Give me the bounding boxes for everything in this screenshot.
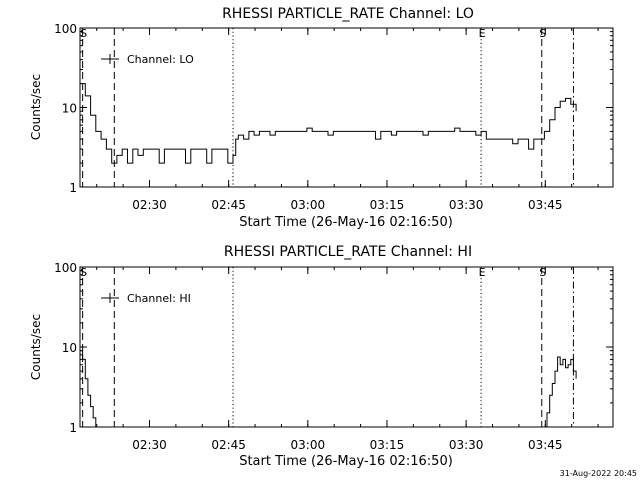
hi-x-tick-label: 02:30 [132,438,167,452]
hi-x-tick-label: 03:15 [370,438,405,452]
lo-x-tick-label: 03:45 [528,198,563,212]
hi-chart-title: RHESSI PARTICLE_RATE Channel: HI [224,244,472,260]
lo-series-line [80,83,577,164]
lo-legend-label: Channel: LO [127,53,194,66]
hi-x-tick-label: 02:45 [211,438,246,452]
hi-y-tick-label: 10 [62,341,77,355]
lo-x-tick-label: 03:15 [370,198,405,212]
lo-y-axis-label: Counts/sec [29,74,43,140]
lo-y-tick-label: 1 [69,181,77,195]
lo-x-tick-label: 02:30 [132,198,167,212]
lo-x-tick-label: 02:45 [211,198,246,212]
hi-x-axis-label: Start Time (26-May-16 02:16:50) [239,454,453,469]
lo-y-tick-label: 10 [62,102,77,116]
lo-x-axis-label: Start Time (26-May-16 02:16:50) [239,215,453,230]
hi-series-group [80,350,577,427]
hi-channel-panel: RHESSI PARTICLE_RATE Channel: HI Counts/… [29,244,614,469]
lo-event-marker-label: S [539,27,546,40]
generation-timestamp: 31-Aug-2022 20:45 [560,469,637,478]
lo-x-tick-label: 03:30 [449,198,484,212]
lo-y-tick-label: 100 [54,22,77,36]
hi-legend-label: Channel: HI [127,292,191,305]
hi-x-tick-label: 03:45 [528,438,563,452]
hi-y-axis-label: Counts/sec [29,314,43,380]
lo-chart-title: RHESSI PARTICLE_RATE Channel: LO [222,6,474,22]
lo-event-marker-label: S [80,27,87,40]
lo-channel-panel: RHESSI PARTICLE_RATE Channel: LO Counts/… [29,6,614,230]
hi-series-line [546,356,577,427]
hi-event-marker-label: S [539,266,546,279]
hi-x-tick-label: 03:30 [449,438,484,452]
hi-event-marker-label: S [80,266,87,279]
hi-series-line [80,350,97,427]
lo-x-tick-label: 03:00 [291,198,326,212]
hi-event-marker-label: E [479,266,486,279]
lo-event-marker-label: E [479,27,486,40]
hi-x-tick-label: 03:00 [291,438,326,452]
hi-plot-frame [79,266,614,428]
hi-y-tick-label: 100 [54,261,77,275]
lo-series-group [80,83,577,164]
hi-y-tick-label: 1 [69,421,77,435]
